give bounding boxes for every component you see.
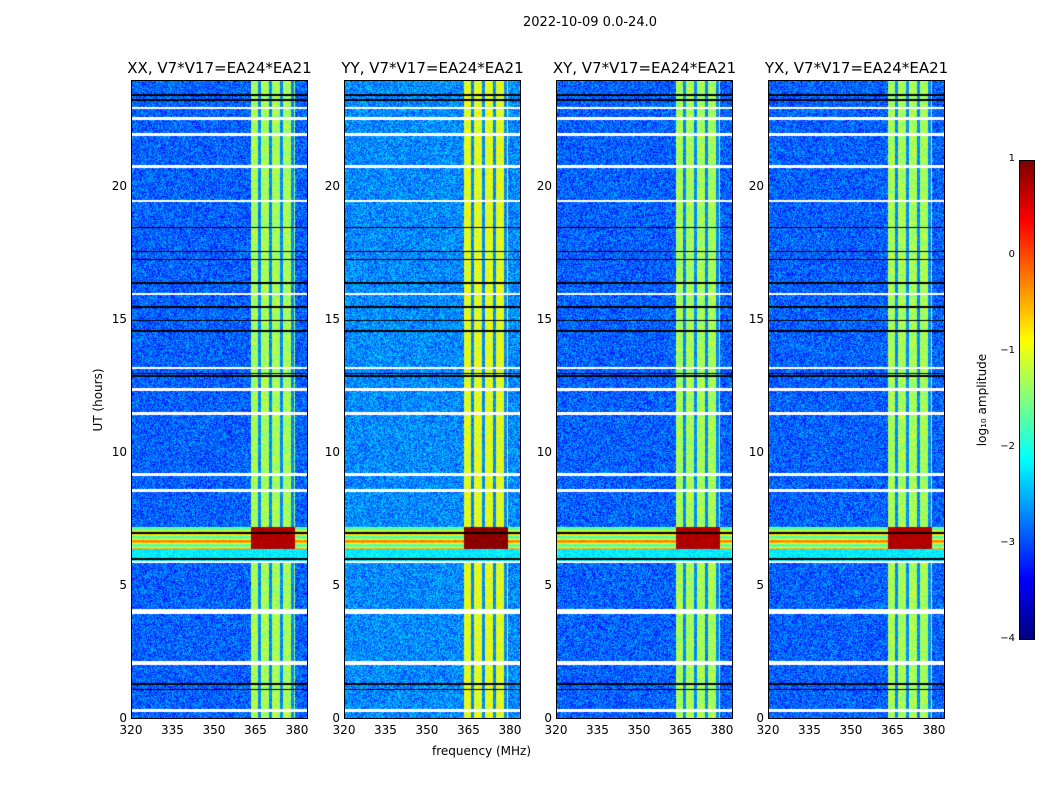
figure-title: 2022-10-09 0.0-24.0	[523, 15, 657, 30]
y-tick-label: 0	[332, 711, 340, 725]
y-tick-label: 5	[119, 577, 127, 592]
x-tick-label: 335	[161, 723, 184, 737]
colorbar-tick-label: −1	[1000, 345, 1015, 356]
y-tick-label: 15	[748, 311, 764, 326]
x-tick-label: 320	[119, 723, 143, 737]
y-tick-label: 20	[536, 178, 552, 193]
panel-title: XY, V7*V17=EA24*EA21	[552, 59, 737, 77]
x-tick-label: 335	[798, 723, 821, 737]
colorbar-tick-label: −2	[1000, 441, 1015, 452]
x-tick-label: 335	[374, 723, 397, 737]
y-axis-label: UT (hours)	[91, 368, 105, 432]
colorbar-tick-label: 1	[1008, 153, 1015, 164]
panel-title: XX, V7*V17=EA24*EA21	[127, 59, 312, 77]
y-tick-label: 20	[111, 178, 127, 193]
x-axis-label: frequency (MHz)	[432, 744, 532, 758]
heatmap-image	[557, 81, 732, 718]
x-tick-label: 350	[415, 723, 439, 737]
x-tick-label: 365	[457, 723, 480, 737]
x-tick-label: 320	[332, 723, 356, 737]
x-tick-label: 365	[669, 723, 692, 737]
y-tick-label: 15	[324, 311, 340, 326]
colorbar-tick-label: −4	[1000, 633, 1015, 644]
x-tick-label: 335	[586, 723, 609, 737]
panel-title: YY, V7*V17=EA24*EA21	[341, 59, 524, 77]
spectrogram-panel	[344, 80, 521, 719]
y-tick-label: 0	[119, 711, 127, 725]
spectrogram-panel	[556, 80, 733, 719]
x-tick-label: 380	[285, 723, 309, 737]
colorbar-tick-label: 0	[1008, 249, 1015, 260]
x-tick-label: 320	[756, 723, 780, 737]
y-tick-label: 0	[756, 711, 764, 725]
y-tick-label: 10	[536, 444, 552, 459]
y-tick-label: 10	[111, 444, 127, 459]
colorbar	[1019, 160, 1035, 640]
x-tick-label: 350	[839, 723, 863, 737]
y-tick-label: 5	[332, 577, 340, 592]
colorbar-tick-label: −3	[1000, 537, 1015, 548]
y-tick-label: 10	[324, 444, 340, 459]
y-tick-label: 20	[324, 178, 340, 193]
x-tick-label: 320	[544, 723, 568, 737]
y-tick-label: 15	[111, 311, 127, 326]
y-tick-label: 15	[536, 311, 552, 326]
heatmap-image	[769, 81, 944, 718]
y-tick-label: 5	[756, 577, 764, 592]
panel-title: YX, V7*V17=EA24*EA21	[764, 59, 949, 77]
x-tick-label: 380	[710, 723, 734, 737]
x-tick-label: 380	[922, 723, 946, 737]
spectrogram-panel	[131, 80, 308, 719]
heatmap-image	[345, 81, 520, 718]
x-tick-label: 350	[202, 723, 226, 737]
y-tick-label: 5	[544, 577, 552, 592]
y-tick-label: 10	[748, 444, 764, 459]
colorbar-label: log₁₀ amplitude	[975, 353, 989, 447]
x-tick-label: 365	[244, 723, 267, 737]
heatmap-image	[132, 81, 307, 718]
y-tick-label: 0	[544, 711, 552, 725]
x-tick-label: 350	[627, 723, 651, 737]
y-tick-label: 20	[748, 178, 764, 193]
x-tick-label: 365	[881, 723, 904, 737]
x-tick-label: 380	[498, 723, 522, 737]
spectrogram-panel	[768, 80, 945, 719]
